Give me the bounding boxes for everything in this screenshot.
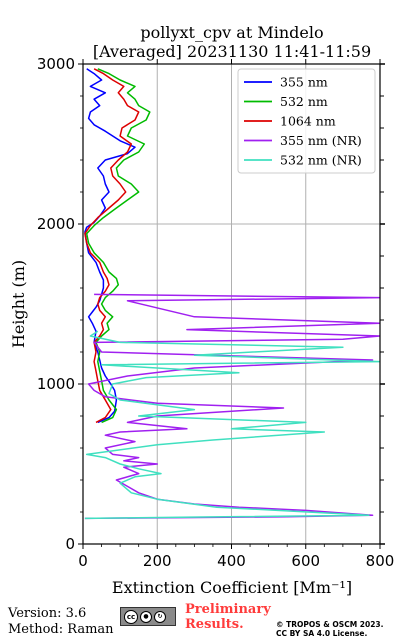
legend-label-5: 532 nm (NR) xyxy=(280,153,362,168)
y-tick-label-0: 0 xyxy=(65,535,75,553)
series-line-3 xyxy=(84,68,140,424)
series-line-2 xyxy=(85,68,151,424)
by-icon: ● xyxy=(140,610,152,623)
copyright-line-1: © TROPOS & OSCM 2023. xyxy=(276,620,384,629)
series-line-5 xyxy=(84,330,380,520)
y-axis-label: Height (m) xyxy=(9,260,28,348)
copyright-line-2: CC BY SA 4.0 License. xyxy=(276,629,368,638)
preliminary-line-2: Results. xyxy=(185,617,244,632)
legend: 355 nm 532 nm 1064 nm 355 nm (NR) 532 nm (NR… xyxy=(237,68,376,174)
x-tick-label-1: 200 xyxy=(143,552,172,570)
x-tick-label-0: 0 xyxy=(78,552,88,570)
x-tick-label-4: 800 xyxy=(366,552,395,570)
legend-label-1: 355 nm xyxy=(280,75,328,90)
legend-label-2: 532 nm xyxy=(280,94,328,109)
x-tick-label-3: 600 xyxy=(291,552,320,570)
legend-label-3: 1064 nm xyxy=(280,114,336,129)
preliminary-line-1: Preliminary xyxy=(185,602,271,617)
cc-license-badge: cc ● ↻ xyxy=(120,607,176,626)
y-tick-label-3: 3000 xyxy=(37,55,75,73)
cc-icon: cc xyxy=(124,609,138,624)
copyright-notice: © TROPOS & OSCM 2023. CC BY SA 4.0 Licen… xyxy=(276,620,384,638)
series-line-4 xyxy=(84,293,380,520)
method-text: Method: Raman xyxy=(8,622,114,637)
sa-icon: ↻ xyxy=(154,610,166,623)
x-tick-label-2: 400 xyxy=(217,552,246,570)
series-line-1 xyxy=(84,68,136,424)
chart-title-line-1: pollyxt_cpv at Mindelo xyxy=(140,23,323,42)
data-series xyxy=(84,68,380,520)
version-text: Version: 3.6 xyxy=(8,606,87,621)
y-tick-label-1: 1000 xyxy=(37,375,75,393)
x-axis-label: Extinction Coefficient [Mm⁻¹] xyxy=(112,578,352,597)
chart-title-line-2: [Averaged] 20231130 11:41-11:59 xyxy=(93,42,371,61)
preliminary-notice: Preliminary Results. xyxy=(185,602,271,632)
legend-box xyxy=(237,68,376,174)
extinction-chart: pollyxt_cpv at Mindelo [Averaged] 202311… xyxy=(9,23,395,597)
y-tick-label-2: 2000 xyxy=(37,215,75,233)
version-info: Version: 3.6 Method: Raman xyxy=(8,606,114,638)
legend-label-4: 355 nm (NR) xyxy=(280,133,362,148)
axis-ticks: 0 200 400 600 800 0 1000 2000 3000 xyxy=(37,55,395,570)
